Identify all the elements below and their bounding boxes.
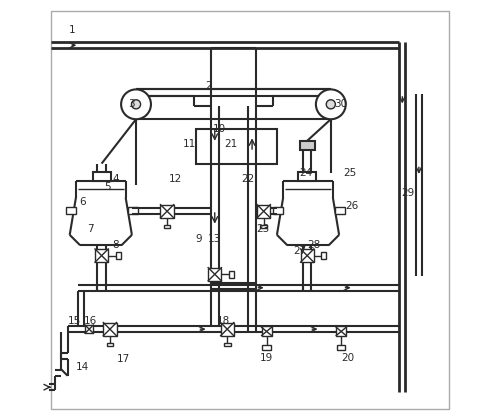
Bar (116, 252, 120, 259)
Bar (262, 326, 272, 336)
Text: 22: 22 (242, 174, 254, 184)
Bar (164, 225, 170, 228)
Text: 13: 13 (208, 234, 222, 244)
Text: 2: 2 (205, 81, 212, 91)
Bar (220, 323, 234, 336)
Circle shape (316, 89, 346, 119)
Bar (300, 141, 314, 150)
Text: 30: 30 (334, 99, 347, 109)
Text: 21: 21 (224, 139, 238, 149)
Text: 23: 23 (256, 223, 269, 234)
Text: 24: 24 (300, 168, 312, 178)
Bar (260, 225, 267, 228)
Text: 20: 20 (341, 353, 354, 363)
Text: 29: 29 (401, 189, 414, 198)
Text: 7: 7 (87, 223, 94, 234)
Bar (336, 326, 346, 336)
Bar (298, 172, 316, 181)
Circle shape (132, 100, 140, 109)
Bar (160, 205, 173, 218)
Text: 4: 4 (112, 174, 118, 184)
Bar (106, 343, 113, 346)
Text: 15: 15 (68, 316, 82, 326)
Bar (262, 345, 270, 350)
Text: 27: 27 (293, 247, 306, 257)
Bar (128, 207, 138, 214)
Text: 1: 1 (68, 25, 75, 35)
Bar (257, 205, 270, 218)
Text: 12: 12 (169, 174, 182, 184)
Bar (92, 172, 110, 181)
Bar (322, 252, 326, 259)
Text: 3: 3 (128, 99, 135, 109)
Text: 10: 10 (212, 124, 226, 134)
Text: 17: 17 (117, 354, 130, 364)
Text: 9: 9 (195, 234, 202, 244)
Text: 14: 14 (76, 362, 89, 372)
Text: 5: 5 (104, 182, 110, 192)
Circle shape (121, 89, 151, 119)
Bar (335, 207, 345, 214)
Bar (66, 207, 76, 214)
Bar (229, 271, 234, 278)
Text: 19: 19 (260, 353, 273, 363)
Text: 18: 18 (216, 316, 230, 326)
Bar (95, 249, 108, 262)
Bar (337, 345, 345, 350)
Bar (300, 249, 314, 262)
Bar (104, 323, 117, 336)
Text: 16: 16 (84, 316, 97, 326)
Text: 11: 11 (184, 139, 196, 149)
Bar (273, 207, 283, 214)
Text: 28: 28 (308, 240, 321, 250)
Text: 25: 25 (343, 168, 356, 178)
Bar (196, 129, 277, 164)
Text: 26: 26 (345, 201, 358, 211)
Bar (85, 325, 94, 333)
Text: 6: 6 (79, 197, 86, 207)
Text: 8: 8 (112, 240, 118, 250)
Circle shape (326, 100, 336, 109)
Bar (208, 268, 222, 281)
Bar (224, 343, 230, 346)
